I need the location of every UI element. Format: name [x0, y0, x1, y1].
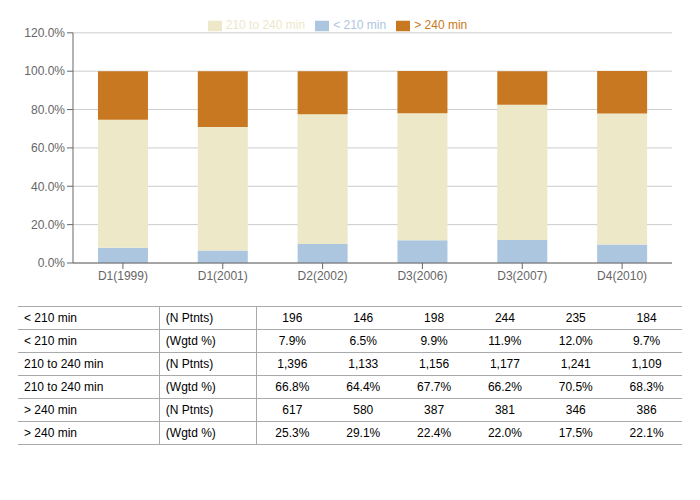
html-text:1,156: 1,156: [419, 357, 450, 371]
svg-text:0.0%: 0.0%: [38, 256, 66, 270]
svg-text:100.0%: 100.0%: [24, 64, 65, 78]
svg-text:D1(1999): D1(1999): [98, 269, 148, 283]
html-text:66.2%: 66.2%: [487, 380, 522, 394]
html-text:(Wgtd %): (Wgtd %): [165, 426, 216, 440]
html-text:22.1%: 22.1%: [629, 426, 664, 440]
html-text:387: 387: [424, 403, 445, 417]
html-text:210 to 240 min: 210 to 240 min: [24, 380, 104, 394]
html-text:244: 244: [494, 311, 515, 325]
html-text:(Wgtd %): (Wgtd %): [165, 380, 216, 394]
html-text:7.9%: 7.9%: [278, 334, 306, 348]
html-text:1,241: 1,241: [560, 357, 591, 371]
html-text:196: 196: [282, 311, 303, 325]
html-text:381: 381: [494, 403, 515, 417]
html-text:66.8%: 66.8%: [275, 380, 310, 394]
html-text:> 240 min: > 240 min: [24, 403, 77, 417]
html-text:22.0%: 22.0%: [487, 426, 522, 440]
html-text:(N Ptnts): (N Ptnts): [165, 311, 214, 325]
svg-text:D3(2006): D3(2006): [397, 269, 447, 283]
html-text:12.0%: 12.0%: [558, 334, 593, 348]
html-text:< 210 min: < 210 min: [24, 334, 77, 348]
html-text:1,133: 1,133: [348, 357, 379, 371]
svg-text:80.0%: 80.0%: [31, 103, 65, 117]
html-text:29.1%: 29.1%: [346, 426, 381, 440]
svg-text:40.0%: 40.0%: [31, 180, 65, 194]
html-text:25.3%: 25.3%: [275, 426, 310, 440]
html-text:68.3%: 68.3%: [629, 380, 664, 394]
html-text:386: 386: [636, 403, 657, 417]
svg-text:D2(2002): D2(2002): [298, 269, 348, 283]
svg-text:60.0%: 60.0%: [31, 141, 65, 155]
html-text:184: 184: [636, 311, 657, 325]
html-text:210 to 240 min: 210 to 240 min: [24, 357, 104, 371]
html-text:(Wgtd %): (Wgtd %): [165, 334, 216, 348]
html-text:67.7%: 67.7%: [417, 380, 452, 394]
html-text:1,109: 1,109: [631, 357, 662, 371]
html-text:6.5%: 6.5%: [349, 334, 377, 348]
html-text:17.5%: 17.5%: [558, 426, 593, 440]
html-text:235: 235: [565, 311, 586, 325]
html-text:< 210 min: < 210 min: [333, 18, 387, 32]
svg-text:D4(2010): D4(2010): [597, 269, 647, 283]
html-text:580: 580: [353, 403, 374, 417]
html-text:346: 346: [565, 403, 586, 417]
html-text:9.7%: 9.7%: [632, 334, 661, 348]
html-text:(N Ptnts): (N Ptnts): [165, 403, 214, 417]
svg-text:120.0%: 120.0%: [24, 26, 65, 40]
svg-text:D3(2007): D3(2007): [497, 269, 547, 283]
html-text:70.5%: 70.5%: [558, 380, 593, 394]
html-text:617: 617: [282, 403, 303, 417]
html-text:1,396: 1,396: [277, 357, 308, 371]
html-text:9.9%: 9.9%: [420, 334, 448, 348]
html-text:> 240 min: > 240 min: [24, 426, 77, 440]
html-text:1,177: 1,177: [489, 357, 520, 371]
svg-text:D1(2001): D1(2001): [198, 269, 248, 283]
html-text:22.4%: 22.4%: [417, 426, 452, 440]
html-text:11.9%: 11.9%: [488, 334, 522, 348]
html-text:(N Ptnts): (N Ptnts): [165, 357, 214, 371]
html-text:146: 146: [353, 311, 374, 325]
html-text:210 to 240 min: 210 to 240 min: [225, 18, 306, 32]
svg-text:20.0%: 20.0%: [31, 218, 65, 232]
html-text:198: 198: [424, 311, 445, 325]
html-text:64.4%: 64.4%: [346, 380, 381, 394]
html-text:> 240 min: > 240 min: [414, 18, 468, 32]
html-text:< 210 min: < 210 min: [24, 311, 77, 325]
